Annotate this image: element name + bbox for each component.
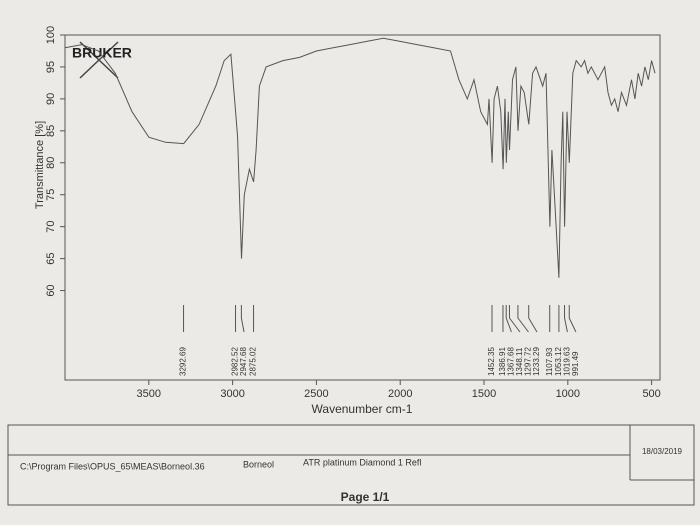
x-tick-label: 2000 bbox=[388, 388, 412, 400]
peak-label: 1297.72 bbox=[524, 347, 533, 376]
method: ATR platinum Diamond 1 Refl bbox=[303, 457, 421, 467]
y-tick-label: 75 bbox=[45, 189, 57, 201]
peak-marker bbox=[564, 305, 568, 333]
page-number: Page 1/1 bbox=[341, 490, 390, 504]
x-tick-label: 1000 bbox=[556, 388, 580, 400]
peak-label: 1367.68 bbox=[507, 347, 516, 376]
peak-label: 1107.93 bbox=[545, 347, 554, 376]
x-tick-label: 2500 bbox=[304, 388, 328, 400]
date: 18/03/2019 bbox=[642, 447, 683, 456]
logo: BRUKER bbox=[72, 45, 132, 61]
y-tick-label: 85 bbox=[45, 125, 57, 137]
footer-frame bbox=[7, 424, 695, 506]
y-tick-label: 60 bbox=[45, 284, 57, 296]
peak-label: 1452.35 bbox=[487, 347, 496, 376]
peak-label: 991.49 bbox=[571, 351, 580, 376]
peak-label: 1019.63 bbox=[563, 347, 572, 376]
peak-label: 1233.29 bbox=[532, 347, 541, 376]
y-tick-label: 90 bbox=[45, 93, 57, 105]
x-tick-label: 3500 bbox=[137, 388, 161, 400]
y-tick-label: 80 bbox=[45, 157, 57, 169]
peak-label: 1348.11 bbox=[515, 347, 524, 376]
peak-label: 2947.68 bbox=[239, 347, 248, 376]
sample-name: Borneol bbox=[243, 459, 274, 469]
peak-marker bbox=[505, 305, 512, 333]
peak-marker bbox=[528, 305, 538, 333]
spectrum-line bbox=[64, 37, 656, 278]
y-tick-label: 65 bbox=[45, 252, 57, 264]
x-tick-label: 3000 bbox=[220, 388, 244, 400]
file-path: C:\Program Files\OPUS_65\MEAS\Borneol.36 bbox=[20, 461, 205, 471]
peak-marker bbox=[240, 305, 245, 333]
y-tick-label: 70 bbox=[45, 221, 57, 233]
logo-icon bbox=[79, 41, 119, 79]
peak-marker bbox=[517, 305, 529, 333]
x-tick-label: 500 bbox=[642, 388, 660, 400]
peak-label: 1053.12 bbox=[554, 347, 563, 376]
x-tick-label: 1500 bbox=[472, 388, 496, 400]
peak-marker bbox=[508, 305, 521, 333]
peak-label: 1386.91 bbox=[498, 347, 507, 376]
y-axis-label: Transmittance [%] bbox=[34, 121, 46, 209]
y-tick-label: 100 bbox=[45, 26, 57, 44]
peak-marker bbox=[568, 305, 577, 333]
peak-label: 3292.69 bbox=[179, 347, 188, 376]
plot-frame bbox=[64, 34, 661, 381]
x-axis-label: Wavenumber cm-1 bbox=[312, 402, 413, 416]
peak-label: 2982.52 bbox=[231, 347, 240, 376]
peak-label: 2875.02 bbox=[249, 347, 258, 376]
y-tick-label: 95 bbox=[45, 61, 57, 73]
